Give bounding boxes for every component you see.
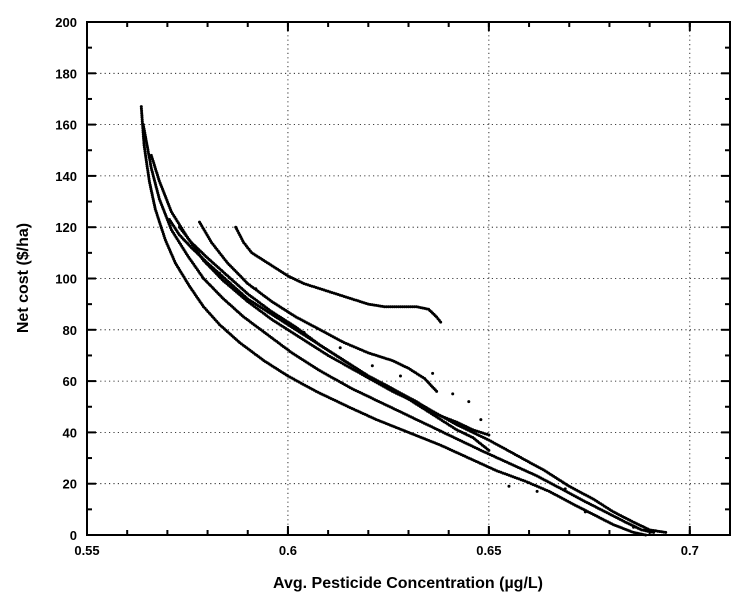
y-tick-label: 40 <box>63 425 77 440</box>
y-tick-label: 0 <box>70 528 77 543</box>
data-point-outlier <box>218 271 222 275</box>
data-point <box>664 530 668 534</box>
y-tick-label: 160 <box>55 118 77 133</box>
x-tick-label: 0.65 <box>476 543 501 558</box>
data-point-outlier <box>431 371 435 375</box>
x-tick-label: 0.7 <box>681 543 699 558</box>
data-point <box>143 147 147 151</box>
x-axis-title: Avg. Pesticide Concentration (µg/L) <box>273 575 543 592</box>
x-tick-labels: 0.55 0.6 0.65 0.7 <box>74 543 699 558</box>
data-point-outlier <box>451 392 455 396</box>
data-point-outlier <box>632 525 636 529</box>
data-point <box>394 305 398 309</box>
data-point-outlier <box>583 510 587 514</box>
series-band-3 <box>149 153 668 534</box>
y-tick-label: 120 <box>55 220 77 235</box>
data-point-outlier <box>535 489 539 493</box>
y-tick-labels: 0 20 40 60 80 100 120 140 160 180 200 <box>55 15 77 543</box>
x-tick-label: 0.6 <box>279 543 297 558</box>
data-point-outlier <box>467 400 471 404</box>
series-upper-cluster <box>234 225 443 324</box>
data-point-outlier <box>644 528 648 532</box>
data-points <box>139 105 668 537</box>
y-tick-label: 100 <box>55 272 77 287</box>
data-point <box>145 164 149 168</box>
data-point-outlier <box>370 364 374 368</box>
y-tick-label: 200 <box>55 15 77 30</box>
data-point <box>140 115 144 119</box>
data-point-outlier <box>398 374 402 378</box>
data-point <box>487 448 491 452</box>
series-band-4 <box>167 218 491 437</box>
series-band-5 <box>177 225 491 452</box>
series-band-2 <box>141 123 656 534</box>
y-tick-label: 20 <box>63 477 77 492</box>
axis-ticks <box>86 21 730 536</box>
data-point <box>140 109 144 113</box>
data-point <box>435 389 439 393</box>
data-point <box>439 320 443 324</box>
y-tick-label: 80 <box>63 323 77 338</box>
y-axis-title: Net cost ($/ha) <box>15 223 32 333</box>
y-tick-label: 60 <box>63 374 77 389</box>
series-lower-frontier <box>139 105 648 537</box>
data-point-outlier <box>338 346 342 350</box>
x-tick-label: 0.55 <box>74 543 99 558</box>
data-point <box>487 433 491 437</box>
data-point-outlier <box>507 484 511 488</box>
data-point-outlier <box>302 330 306 334</box>
data-point-outlier <box>479 418 483 422</box>
data-point <box>139 105 143 109</box>
y-tick-label: 140 <box>55 169 77 184</box>
data-point-outlier <box>254 287 258 291</box>
data-point-outlier <box>563 487 567 491</box>
y-tick-label: 180 <box>55 66 77 81</box>
data-point <box>142 139 146 143</box>
